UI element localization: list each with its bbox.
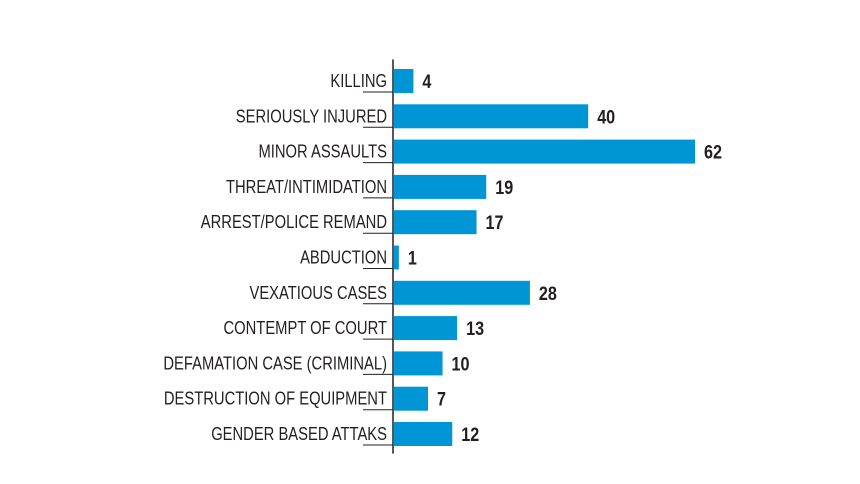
value-label: 17	[486, 213, 504, 234]
category-labels: KILLING SERIOUSLY INJURED MINOR ASSAULTS TH…	[163, 71, 387, 444]
category-label: MINOR ASSAULTS	[259, 142, 388, 162]
bar	[394, 210, 477, 235]
bar	[394, 104, 589, 129]
category-label: CONTEMPT OF COURT	[224, 318, 388, 338]
bar	[394, 174, 487, 199]
value-label: 1	[408, 249, 417, 270]
value-label: 4	[422, 72, 431, 93]
bar	[394, 139, 695, 164]
value-label: 7	[437, 390, 446, 411]
bar	[394, 422, 453, 446]
category-label: SERIOUSLY INJURED	[236, 106, 387, 126]
category-label: ABDUCTION	[300, 248, 387, 268]
value-label: 10	[452, 354, 470, 375]
category-label: VEXATIOUS CASES	[250, 283, 388, 303]
bar	[394, 386, 428, 411]
value-label: 40	[597, 107, 615, 128]
value-label: 19	[495, 178, 513, 199]
y-axis	[363, 59, 394, 454]
category-label: GENDER BASED ATTAKS	[211, 424, 387, 444]
bar	[394, 245, 399, 270]
value-label: 13	[466, 319, 484, 340]
category-label: ARREST/POLICE REMAND	[201, 212, 387, 232]
category-label: KILLING	[330, 71, 387, 91]
category-label: DESTRUCTION OF EQUIPMENT	[164, 389, 387, 409]
bar	[394, 280, 530, 305]
value-label: 12	[461, 425, 479, 446]
value-label: 62	[704, 143, 722, 164]
category-label: THREAT/INTIMIDATION	[226, 177, 387, 197]
value-label: 28	[539, 284, 557, 305]
value-labels: 4 40 62 19 17 1 28 13 10 7 12	[408, 72, 722, 446]
category-label: DEFAMATION CASE (CRIMINAL)	[163, 353, 387, 373]
bar	[394, 69, 414, 93]
bar	[394, 351, 443, 376]
bars	[394, 69, 695, 446]
bar	[394, 316, 458, 341]
